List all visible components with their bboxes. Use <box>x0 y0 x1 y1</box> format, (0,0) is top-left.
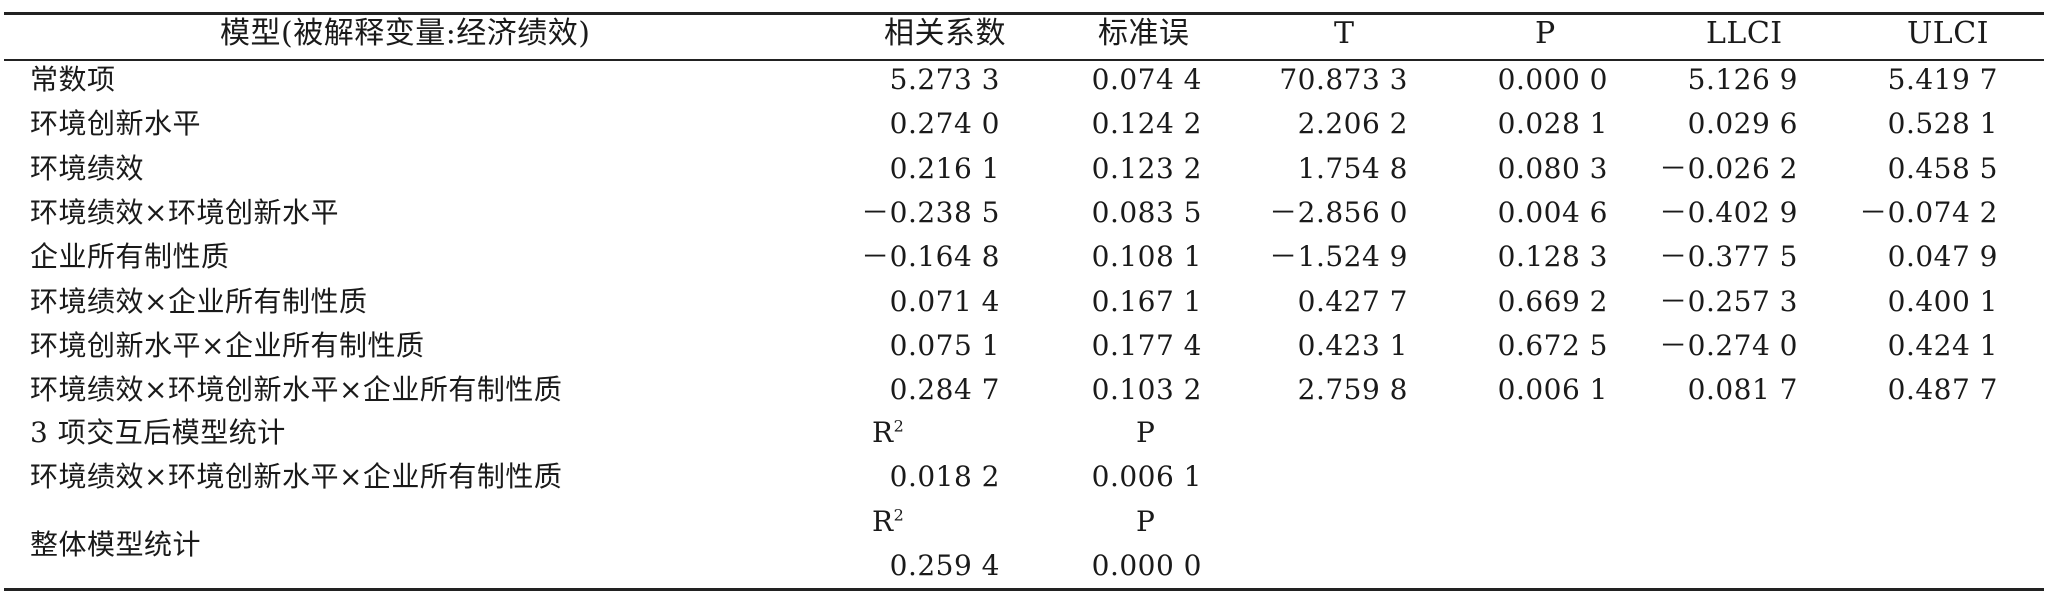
row-label: 环境创新水平 <box>30 107 202 140</box>
coef-cell: 0.071 4 <box>889 285 1000 318</box>
row-label: 环境绩效 <box>30 152 145 185</box>
ulci-cell: －0.074 2 <box>1859 196 1998 229</box>
ulci-cell: 5.419 7 <box>1887 63 1998 96</box>
header-ulci: ULCI <box>1907 16 1990 51</box>
llci-cell: －0.257 3 <box>1659 285 1798 318</box>
se-cell: 0.124 2 <box>1091 107 1202 140</box>
header-rule <box>4 59 2044 61</box>
se-cell: 0.177 4 <box>1091 329 1202 362</box>
coef-cell: 0.075 1 <box>889 329 1000 362</box>
p-cell: 0.004 6 <box>1497 196 1608 229</box>
ulci-cell: 0.047 9 <box>1887 240 1998 273</box>
overall-p-value: 0.000 0 <box>1091 549 1202 582</box>
coef-cell: 0.274 0 <box>889 107 1000 140</box>
llci-cell: 0.081 7 <box>1687 373 1798 406</box>
llci-cell: 5.126 9 <box>1687 63 1798 96</box>
row-label: 环境绩效×环境创新水平×企业所有制性质 <box>30 373 563 406</box>
ulci-cell: 0.528 1 <box>1887 107 1998 140</box>
ulci-cell: 0.400 1 <box>1887 285 1998 318</box>
row-label: 企业所有制性质 <box>30 240 230 273</box>
header-coef: 相关系数 <box>884 16 1006 51</box>
p-cell: 0.000 0 <box>1497 63 1608 96</box>
header-se: 标准误 <box>1098 16 1190 51</box>
coef-cell: －0.164 8 <box>861 240 1000 273</box>
coef-cell: －0.238 5 <box>861 196 1000 229</box>
llci-cell: －0.402 9 <box>1659 196 1798 229</box>
se-cell: 0.103 2 <box>1091 373 1202 406</box>
llci-cell: －0.274 0 <box>1659 329 1798 362</box>
t-cell: 0.427 7 <box>1297 285 1408 318</box>
t-cell: －1.524 9 <box>1269 240 1408 273</box>
interaction-p-value: 0.006 1 <box>1091 460 1202 493</box>
llci-cell: 0.029 6 <box>1687 107 1798 140</box>
p-cell: 0.672 5 <box>1497 329 1608 362</box>
p-cell: 0.080 3 <box>1497 152 1608 185</box>
overall-r2-label: R2 <box>872 505 905 538</box>
bottom-rule <box>4 588 2044 591</box>
header-model: 模型(被解释变量:经济绩效) <box>220 16 591 51</box>
coef-cell: 0.284 7 <box>889 373 1000 406</box>
row-label: 常数项 <box>30 63 116 96</box>
top-rule <box>4 12 2044 15</box>
t-cell: 1.754 8 <box>1297 152 1408 185</box>
overall-stats-title: 整体模型统计 <box>30 528 202 561</box>
t-cell: 70.873 3 <box>1279 63 1408 96</box>
overall-r2-value: 0.259 4 <box>889 549 1000 582</box>
p-cell: 0.006 1 <box>1497 373 1608 406</box>
interaction-stats-label: 环境绩效×环境创新水平×企业所有制性质 <box>30 460 563 493</box>
row-label: 环境绩效×环境创新水平 <box>30 196 339 229</box>
llci-cell: －0.026 2 <box>1659 152 1798 185</box>
header-llci: LLCI <box>1706 16 1783 51</box>
t-cell: 2.206 2 <box>1297 107 1408 140</box>
coef-cell: 5.273 3 <box>889 63 1000 96</box>
interaction-r2-value: 0.018 2 <box>889 460 1000 493</box>
t-cell: 0.423 1 <box>1297 329 1408 362</box>
interaction-stats-title: 3 项交互后模型统计 <box>30 416 286 449</box>
se-cell: 0.123 2 <box>1091 152 1202 185</box>
row-label: 环境绩效×企业所有制性质 <box>30 285 368 318</box>
p-cell: 0.128 3 <box>1497 240 1608 273</box>
llci-cell: －0.377 5 <box>1659 240 1798 273</box>
ulci-cell: 0.424 1 <box>1887 329 1998 362</box>
coef-cell: 0.216 1 <box>889 152 1000 185</box>
se-cell: 0.108 1 <box>1091 240 1202 273</box>
header-t: T <box>1334 16 1355 51</box>
t-cell: －2.856 0 <box>1269 196 1408 229</box>
t-cell: 2.759 8 <box>1297 373 1408 406</box>
se-cell: 0.074 4 <box>1091 63 1202 96</box>
overall-p-label: P <box>1136 505 1156 538</box>
interaction-p-label: P <box>1136 416 1156 449</box>
header-p: P <box>1535 16 1556 51</box>
se-cell: 0.083 5 <box>1091 196 1202 229</box>
se-cell: 0.167 1 <box>1091 285 1202 318</box>
ulci-cell: 0.487 7 <box>1887 373 1998 406</box>
p-cell: 0.028 1 <box>1497 107 1608 140</box>
row-label: 环境创新水平×企业所有制性质 <box>30 329 425 362</box>
interaction-r2-label: R2 <box>872 416 905 449</box>
p-cell: 0.669 2 <box>1497 285 1608 318</box>
ulci-cell: 0.458 5 <box>1887 152 1998 185</box>
